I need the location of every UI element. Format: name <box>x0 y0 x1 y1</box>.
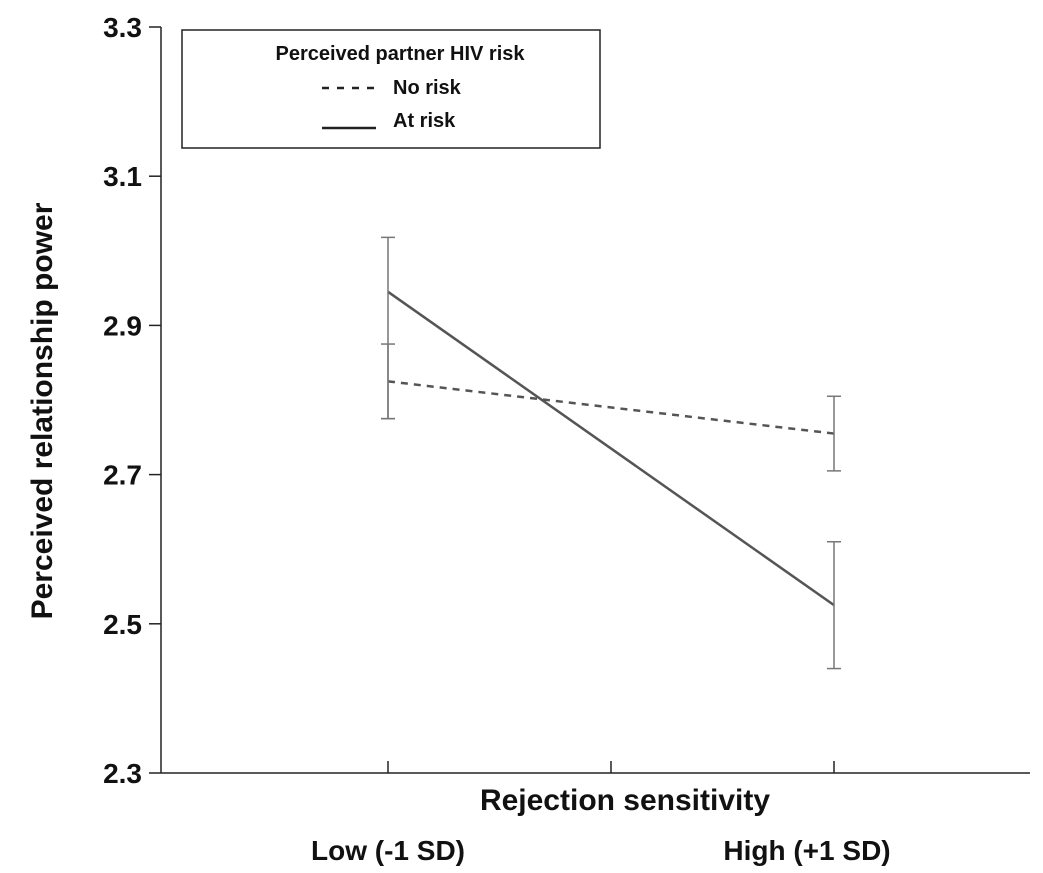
y-axis: 2.3 2.5 2.7 2.9 3.1 3.3 <box>103 12 162 789</box>
y-tick-label: 3.3 <box>103 12 142 43</box>
y-tick-label: 3.1 <box>103 161 142 192</box>
y-tick-label: 2.9 <box>103 310 142 341</box>
plot-area <box>381 236 841 670</box>
legend-box <box>181 29 601 149</box>
x-category-label-high: High (+1 SD) <box>723 835 890 866</box>
legend-title: Perceived partner HIV risk <box>275 43 525 65</box>
y-axis-title: Perceived relationship power <box>26 202 59 619</box>
x-axis <box>161 761 1030 774</box>
y-tick-label: 2.7 <box>103 460 142 491</box>
y-tick-label: 2.5 <box>103 609 142 640</box>
series-line-no-risk <box>387 380 835 435</box>
legend-label-at-risk: At risk <box>393 110 456 132</box>
x-category-label-low: Low (-1 SD) <box>311 835 465 866</box>
series-line-at-risk <box>387 290 835 607</box>
y-ticks: 2.3 2.5 2.7 2.9 3.1 3.3 <box>103 12 161 789</box>
y-tick-label: 2.3 <box>103 758 142 789</box>
x-axis-title: Rejection sensitivity <box>480 784 770 817</box>
legend: Perceived partner HIV risk No risk At ri… <box>181 29 601 149</box>
legend-label-no-risk: No risk <box>393 77 462 99</box>
x-ticks <box>387 761 835 773</box>
